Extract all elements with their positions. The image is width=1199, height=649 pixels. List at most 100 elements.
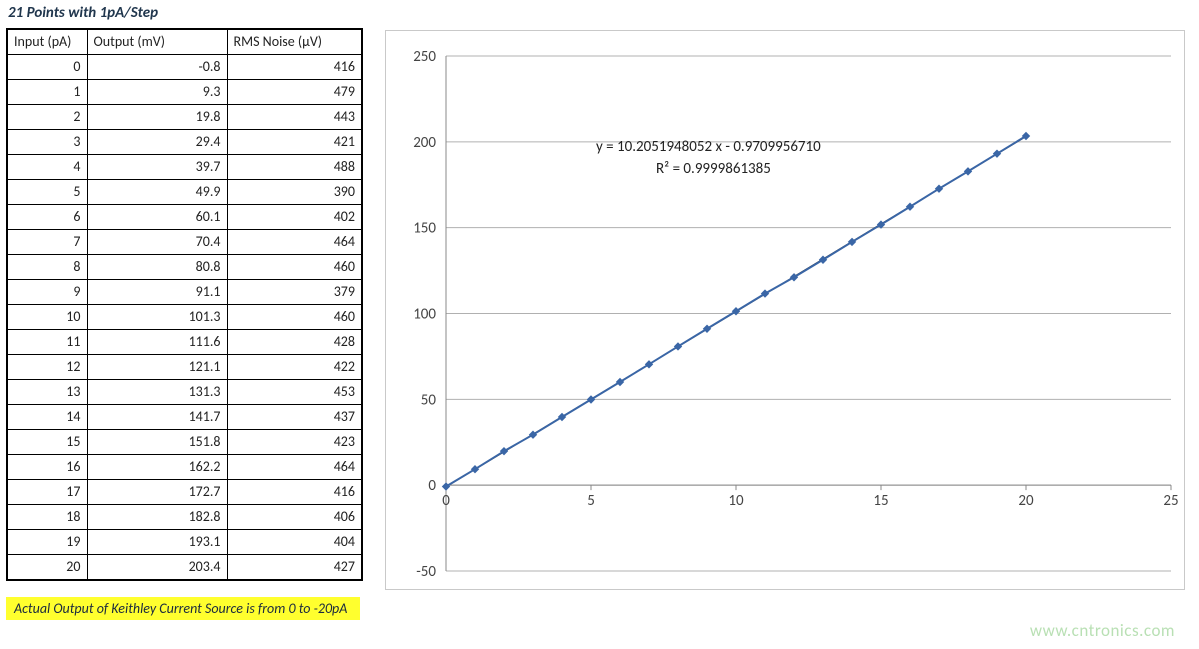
cell-output: 182.8 — [87, 505, 227, 530]
cell-input: 4 — [7, 155, 87, 180]
cell-noise: 406 — [227, 505, 362, 530]
cell-output: 162.2 — [87, 455, 227, 480]
table-row: 0-0.8416 — [7, 55, 362, 80]
cell-noise: 404 — [227, 530, 362, 555]
cell-output: 131.3 — [87, 380, 227, 405]
xtick-label: 10 — [728, 492, 744, 510]
cell-noise: 464 — [227, 230, 362, 255]
cell-input: 11 — [7, 330, 87, 355]
ytick-label: 250 — [413, 48, 436, 66]
table-row: 15151.8423 — [7, 430, 362, 455]
xtick-label: 5 — [587, 492, 595, 510]
cell-noise: 488 — [227, 155, 362, 180]
cell-noise: 479 — [227, 80, 362, 105]
cell-input: 5 — [7, 180, 87, 205]
table-row: 549.9390 — [7, 180, 362, 205]
cell-input: 17 — [7, 480, 87, 505]
col-header-input: Input (pA) — [7, 29, 87, 55]
cell-output: 49.9 — [87, 180, 227, 205]
xtick-label: 20 — [1018, 492, 1034, 510]
chart-container: -500501001502002500510152025y = 10.20519… — [385, 30, 1185, 590]
cell-input: 1 — [7, 80, 87, 105]
cell-output: 151.8 — [87, 430, 227, 455]
cell-input: 0 — [7, 55, 87, 80]
ytick-label: 100 — [413, 306, 436, 324]
xtick-label: 0 — [442, 492, 450, 510]
cell-output: 193.1 — [87, 530, 227, 555]
cell-input: 16 — [7, 455, 87, 480]
data-table: Input (pA) Output (mV) RMS Noise (µV) 0-… — [6, 28, 363, 581]
col-header-noise: RMS Noise (µV) — [227, 29, 362, 55]
xtick-label: 15 — [873, 492, 888, 510]
cell-input: 14 — [7, 405, 87, 430]
table-row: 770.4464 — [7, 230, 362, 255]
col-header-output: Output (mV) — [87, 29, 227, 55]
table-row: 880.8460 — [7, 255, 362, 280]
cell-noise: 464 — [227, 455, 362, 480]
cell-input: 3 — [7, 130, 87, 155]
ytick-label: 200 — [413, 134, 436, 152]
page-title: 21 Points with 1pA/Step — [8, 4, 158, 22]
cell-input: 19 — [7, 530, 87, 555]
chart-svg: -500501001502002500510152025y = 10.20519… — [386, 31, 1186, 591]
table-row: 20203.4427 — [7, 555, 362, 581]
cell-input: 9 — [7, 280, 87, 305]
cell-output: 9.3 — [87, 80, 227, 105]
cell-noise: 423 — [227, 430, 362, 455]
table-row: 439.7488 — [7, 155, 362, 180]
cell-noise: 390 — [227, 180, 362, 205]
fit-equation: y = 10.2051948052 x - 0.9709956710 — [596, 138, 821, 156]
cell-input: 18 — [7, 505, 87, 530]
fit-r2: R² = 0.9999861385 — [656, 160, 771, 178]
cell-input: 12 — [7, 355, 87, 380]
cell-noise: 443 — [227, 105, 362, 130]
ytick-label: 150 — [413, 220, 436, 238]
table-row: 329.4421 — [7, 130, 362, 155]
cell-noise: 437 — [227, 405, 362, 430]
table-row: 19.3479 — [7, 80, 362, 105]
cell-output: 101.3 — [87, 305, 227, 330]
xtick-label: 25 — [1163, 492, 1178, 510]
cell-noise: 460 — [227, 255, 362, 280]
cell-output: 203.4 — [87, 555, 227, 581]
cell-input: 2 — [7, 105, 87, 130]
footnote-highlight: Actual Output of Keithley Current Source… — [6, 597, 360, 620]
cell-input: 8 — [7, 255, 87, 280]
table-row: 19193.1404 — [7, 530, 362, 555]
cell-input: 20 — [7, 555, 87, 581]
cell-output: 60.1 — [87, 205, 227, 230]
cell-input: 7 — [7, 230, 87, 255]
cell-output: -0.8 — [87, 55, 227, 80]
cell-output: 19.8 — [87, 105, 227, 130]
table-row: 12121.1422 — [7, 355, 362, 380]
cell-output: 80.8 — [87, 255, 227, 280]
table-row: 17172.7416 — [7, 480, 362, 505]
cell-input: 10 — [7, 305, 87, 330]
table-row: 219.8443 — [7, 105, 362, 130]
cell-noise: 421 — [227, 130, 362, 155]
cell-output: 29.4 — [87, 130, 227, 155]
ytick-label: 50 — [421, 391, 437, 409]
ytick-label: -50 — [416, 563, 436, 581]
cell-noise: 428 — [227, 330, 362, 355]
cell-noise: 416 — [227, 480, 362, 505]
cell-output: 111.6 — [87, 330, 227, 355]
table-row: 11111.6428 — [7, 330, 362, 355]
table-row: 991.1379 — [7, 280, 362, 305]
cell-noise: 422 — [227, 355, 362, 380]
cell-output: 39.7 — [87, 155, 227, 180]
cell-noise: 402 — [227, 205, 362, 230]
page-root: 21 Points with 1pA/Step Input (pA) Outpu… — [0, 0, 1199, 649]
cell-output: 70.4 — [87, 230, 227, 255]
cell-input: 6 — [7, 205, 87, 230]
watermark: www.cntronics.com — [1030, 620, 1175, 641]
cell-noise: 460 — [227, 305, 362, 330]
cell-output: 172.7 — [87, 480, 227, 505]
cell-output: 121.1 — [87, 355, 227, 380]
cell-noise: 453 — [227, 380, 362, 405]
table-row: 14141.7437 — [7, 405, 362, 430]
cell-noise: 416 — [227, 55, 362, 80]
table-row: 660.1402 — [7, 205, 362, 230]
cell-input: 15 — [7, 430, 87, 455]
cell-input: 13 — [7, 380, 87, 405]
